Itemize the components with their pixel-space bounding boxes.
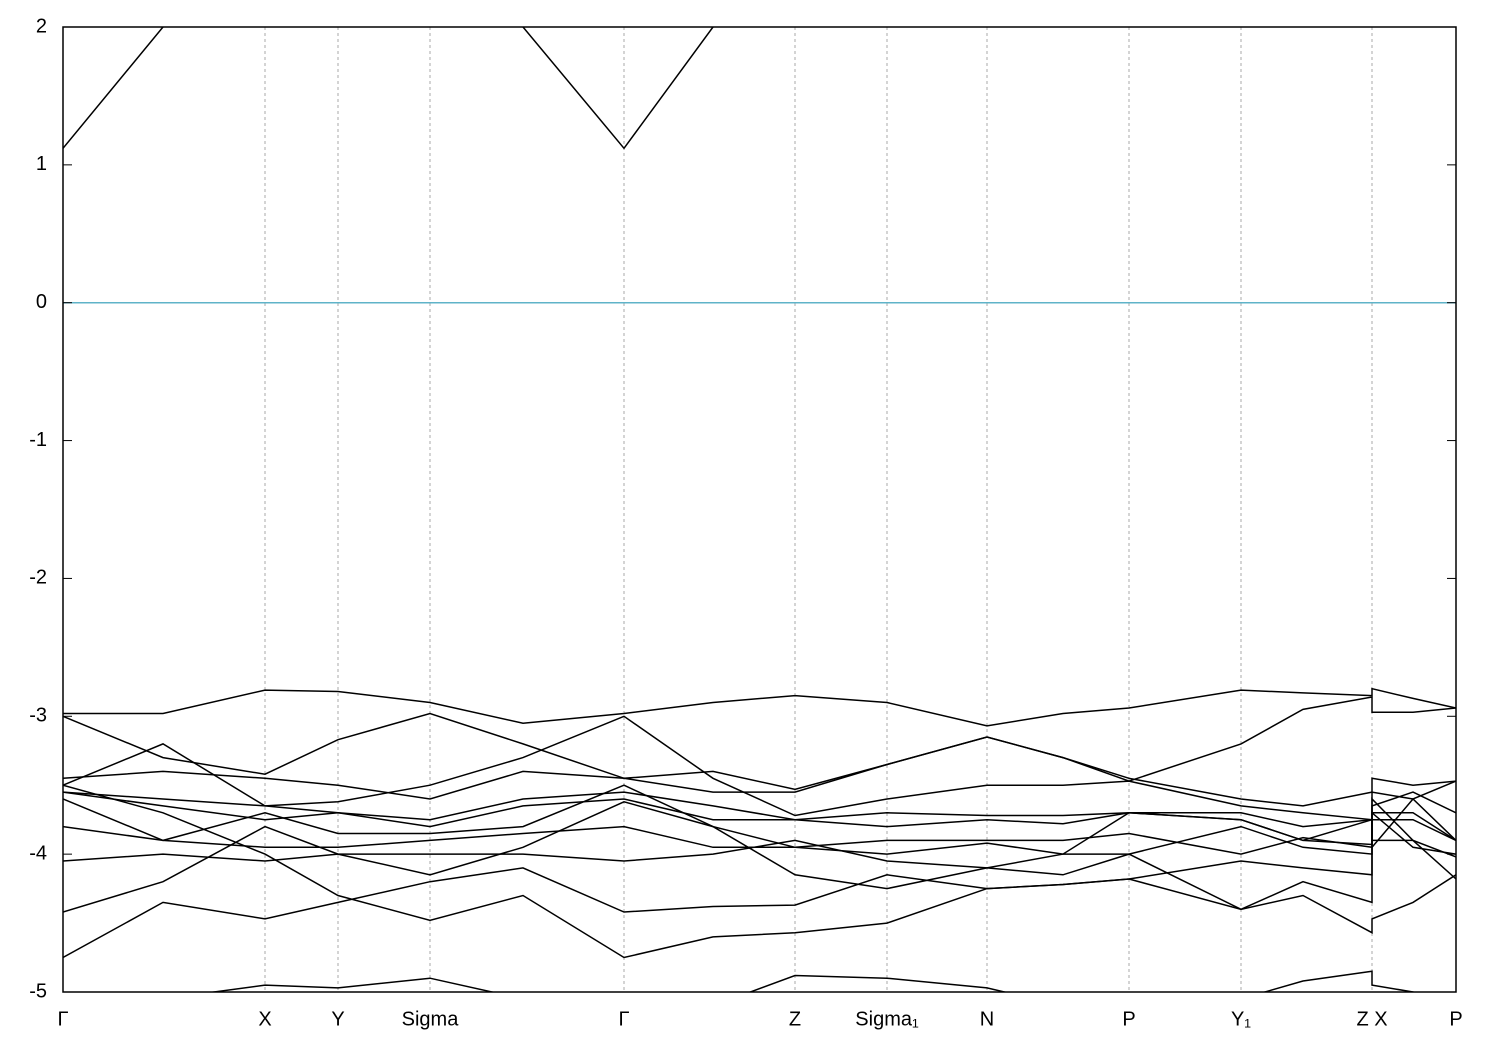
grid (62, 27, 1457, 992)
band-line (63, 27, 714, 150)
y-tick-label: 0 (36, 291, 47, 313)
y-tick-label: 1 (36, 153, 47, 175)
band-line (63, 797, 1456, 913)
x-tick-label: X (258, 1008, 271, 1030)
plot-area (63, 27, 1456, 992)
y-tick-label: 2 (36, 15, 47, 37)
y-tick-label: -4 (29, 842, 47, 864)
x-tick-label: Sigma (402, 1008, 460, 1030)
band-line (208, 970, 1416, 992)
x-tick-label: P (1449, 1008, 1462, 1030)
x-tick-label: Z X (1356, 1008, 1387, 1030)
x-tick-label: N (980, 1008, 994, 1030)
x-tick-label: P (1122, 1008, 1135, 1030)
band-line (63, 696, 1456, 791)
labels: 2 1 0 -1 -2 -3 -4 -5 Γ X Y Sigma Γ Z Sigma₁ N P Y₁ Z X P (29, 15, 1462, 1030)
plot-frame (62, 26, 1457, 993)
y-tick-label: -3 (29, 705, 47, 727)
y-tick-label: -5 (29, 980, 47, 1002)
y-tick-label: -1 (29, 429, 47, 451)
x-tick-label: Y (331, 1008, 344, 1030)
band-line (63, 784, 1456, 959)
band-line (63, 687, 1456, 727)
x-tick-label: Γ (618, 1008, 629, 1030)
x-tick-label: Γ (57, 1008, 68, 1030)
band-line (63, 812, 1456, 869)
x-tick-label: Sigma₁ (855, 1008, 919, 1030)
y-tick-label: -2 (29, 567, 47, 589)
x-tick-label: Y₁ (1231, 1008, 1251, 1030)
band-line (63, 797, 1456, 959)
x-tick-label: Z (789, 1008, 801, 1030)
band-line (63, 715, 1456, 821)
